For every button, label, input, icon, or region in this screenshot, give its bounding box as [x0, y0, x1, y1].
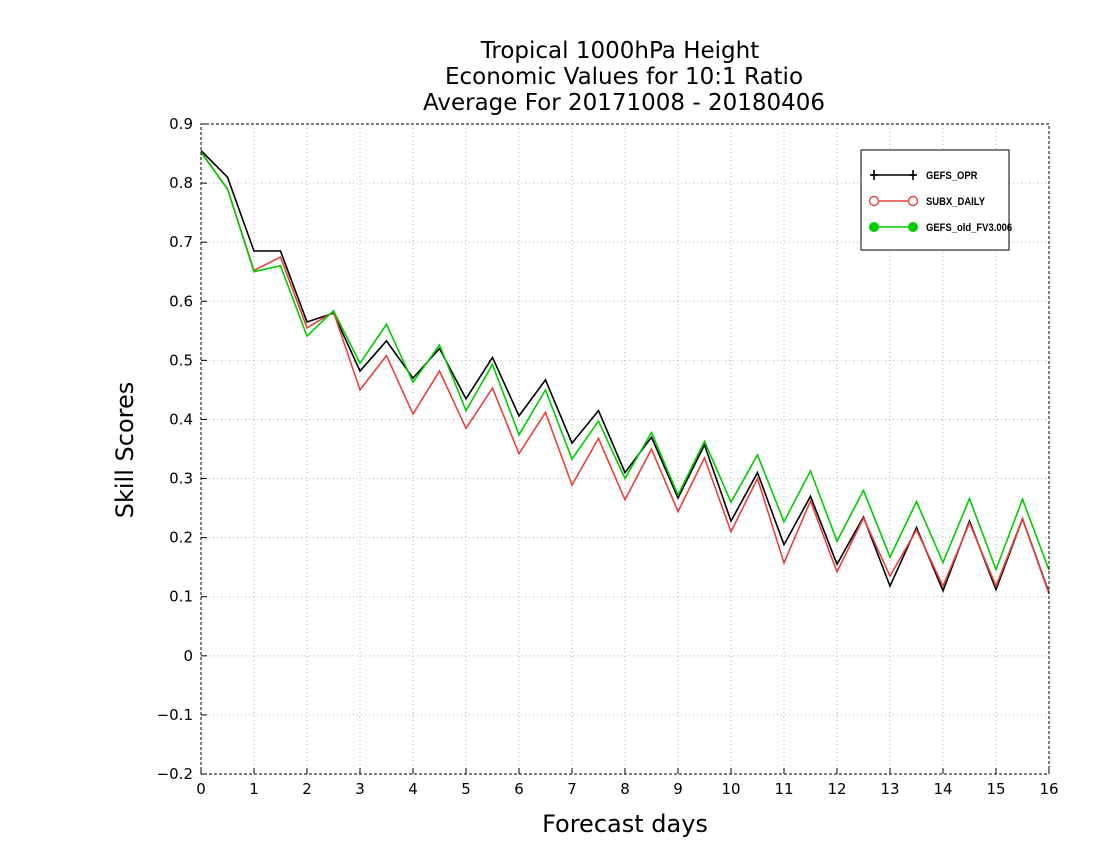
- y-tick-label: 0: [183, 647, 193, 665]
- series-line-gefs-old-fv3-006: [200, 151, 1050, 572]
- x-tick-label: 7: [567, 780, 577, 798]
- x-tick-label: 16: [1039, 780, 1058, 798]
- x-axis-label: Forecast days: [542, 810, 708, 838]
- y-tick-label: 0.9: [169, 115, 193, 133]
- x-tick-label: 12: [827, 780, 846, 798]
- y-axis: −0.2 −0.1 0 0.1 0.2 0.3 0.4 0.5 0.6 0.7 0.8 0.9: [157, 115, 207, 783]
- series-layer: [200, 150, 1050, 595]
- y-tick-label: 0.2: [169, 529, 193, 547]
- y-tick-label: 0.3: [169, 470, 193, 488]
- grid: [201, 124, 1049, 774]
- x-tick-label: 1: [249, 780, 259, 798]
- legend: GEFS_OPR SUBX_DAILY GEFS_old_FV3.006: [860, 149, 1012, 251]
- series-line-subx-daily: [200, 151, 1050, 595]
- legend-marker-subx-daily: [907, 195, 919, 207]
- x-tick-label: 0: [196, 780, 206, 798]
- y-tick-label: 0.7: [169, 233, 193, 251]
- legend-label-gefs-opr: GEFS_OPR: [926, 170, 978, 182]
- y-tick-label: −0.1: [157, 706, 193, 724]
- x-tick-label: 11: [774, 780, 793, 798]
- x-tick-label: 2: [302, 780, 312, 798]
- series-line-gefs-opr: [200, 150, 1050, 593]
- x-tick-label: 13: [880, 780, 899, 798]
- y-tick-label: 0.6: [169, 292, 193, 310]
- title-line-3: Average For 20171008 - 20180406: [423, 90, 825, 116]
- legend-label-subx-daily: SUBX_DAILY: [926, 196, 985, 208]
- legend-marker-subx-daily: [868, 195, 880, 207]
- x-tick-label: 3: [355, 780, 365, 798]
- y-tick-label: 0.1: [169, 588, 193, 606]
- y-tick-label: 0.5: [169, 351, 193, 369]
- x-axis: 0 1 2 3 4 5 6 7 8 9 10 11 12 13 14 15 16: [196, 768, 1059, 798]
- x-tick-label: 5: [461, 780, 471, 798]
- x-tick-label: 15: [986, 780, 1005, 798]
- x-tick-label: 4: [408, 780, 418, 798]
- y-tick-label: −0.2: [157, 765, 193, 783]
- legend-marker-gefs-old-fv3-006: [908, 222, 918, 232]
- legend-box: [860, 149, 1010, 251]
- legend-marker-gefs-old-fv3-006: [869, 222, 879, 232]
- y-tick-label: 0.8: [169, 174, 193, 192]
- x-tick-label: 14: [933, 780, 952, 798]
- x-tick-label: 8: [620, 780, 630, 798]
- legend-label-gefs-old-fv3-006: GEFS_old_FV3.006: [926, 222, 1012, 234]
- x-tick-label: 6: [514, 780, 524, 798]
- x-tick-label: 10: [721, 780, 740, 798]
- y-axis-label: Skill Scores: [111, 382, 139, 519]
- title-line-1: Tropical 1000hPa Height: [480, 38, 760, 64]
- title-line-2: Economic Values for 10:1 Ratio: [445, 64, 803, 90]
- y-tick-label: 0.4: [169, 410, 193, 428]
- chart-title: Tropical 1000hPa Height Economic Values …: [423, 38, 825, 116]
- x-tick-label: 9: [673, 780, 683, 798]
